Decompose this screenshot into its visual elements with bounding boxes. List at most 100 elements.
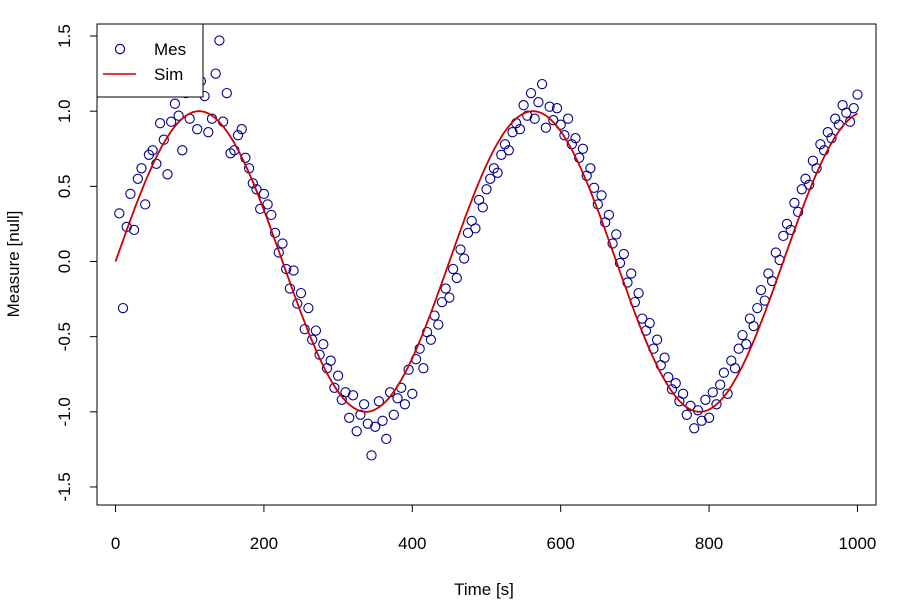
scatter-point [147, 145, 158, 156]
scatter-point [830, 113, 841, 124]
scatter-point [255, 203, 266, 215]
scatter-point [559, 130, 570, 141]
scatter-point [633, 287, 644, 299]
scatter-point [562, 113, 574, 124]
scatter-point [789, 197, 800, 209]
scatter-point [470, 223, 481, 234]
y-tick-label: -1.5 [55, 472, 74, 501]
scatter-point [140, 199, 151, 210]
scatter-point [344, 412, 355, 423]
scatter-point [707, 387, 718, 398]
scatter-point [225, 148, 236, 159]
x-tick-label: 0 [111, 534, 120, 553]
scatter-point [848, 103, 859, 114]
scatter-point [433, 319, 444, 330]
scatter-point [796, 184, 807, 195]
scatter-point [125, 188, 136, 200]
scatter-point [247, 178, 258, 189]
scatter-point [800, 173, 811, 184]
scatter-point [755, 284, 767, 296]
scatter-point [666, 384, 678, 395]
scatter-point [399, 399, 411, 410]
scatter-point [503, 145, 514, 156]
scatter-point [781, 218, 793, 230]
scatter-point [481, 184, 492, 195]
scatter-point [277, 238, 288, 249]
scatter-point [236, 124, 247, 135]
scatter-point [173, 110, 184, 121]
scatter-point [407, 388, 418, 399]
scatter-point [307, 334, 318, 345]
scatter-point [696, 415, 707, 426]
scatter-point [303, 302, 314, 314]
scatter-point [240, 152, 251, 163]
scatter-point [444, 292, 455, 303]
scatter-point [151, 158, 162, 169]
scatter-point [292, 298, 303, 309]
scatter-point [340, 387, 351, 398]
scatter-point [114, 208, 125, 219]
scatter-point [425, 334, 437, 345]
scatter-point [570, 133, 581, 144]
y-tick-label: -1.0 [55, 397, 74, 426]
scatter-point [232, 130, 244, 141]
scatter-point [651, 334, 663, 345]
scatter-point [329, 382, 340, 393]
scatter-point [477, 202, 488, 213]
scatter-point [611, 229, 622, 240]
scatter-point [414, 343, 425, 354]
scatter-point [525, 87, 537, 99]
legend-mes-label: Mes [154, 40, 186, 59]
scatter-point [533, 97, 544, 108]
scatter-point [492, 167, 503, 178]
sim-line-layer [114, 110, 858, 413]
scatter-point [529, 113, 540, 124]
scatter-point [722, 388, 733, 399]
scatter-point [221, 87, 232, 99]
x-tick-label: 1000 [839, 534, 877, 553]
scatter-point [514, 124, 526, 135]
scatter-point [266, 209, 277, 221]
scatter-point [347, 390, 359, 401]
scatter-point [418, 363, 429, 374]
scatter-point [536, 78, 548, 90]
scatter-point [310, 325, 322, 336]
scatter-point [544, 101, 555, 112]
scatter-point [362, 418, 373, 429]
y-tick-label: 0.0 [55, 250, 74, 274]
scatter-point [818, 145, 830, 156]
scatter-point [689, 423, 700, 434]
scatter-point [366, 450, 377, 461]
scatter-point [815, 139, 826, 150]
scatter-point [596, 190, 607, 201]
scatter-point [262, 199, 273, 210]
scatter-point [659, 352, 670, 363]
legend-box [96, 23, 204, 98]
scatter-point [251, 184, 262, 195]
x-tick-label: 600 [547, 534, 575, 553]
scatter-point [733, 343, 744, 354]
scatter-point [741, 339, 752, 350]
scatter-point [729, 363, 741, 374]
scatter-point [177, 145, 188, 156]
scatter-point [325, 355, 336, 366]
scatter-point [752, 302, 763, 314]
scatter-point [128, 224, 140, 236]
scatter-point [154, 118, 166, 129]
scatter-point [485, 173, 496, 184]
x-tick-label: 800 [695, 534, 723, 553]
scatter-point [644, 317, 655, 329]
scatter-point [626, 268, 637, 279]
scatter-point [614, 257, 626, 269]
scatter-point [447, 263, 459, 275]
scatter-point [518, 100, 529, 111]
scatter-point [700, 394, 711, 405]
scatter-point [351, 426, 362, 437]
scatter-point [507, 127, 518, 138]
scatter-point [381, 433, 392, 445]
legend: Mes Sim [96, 23, 204, 98]
scatter-point [852, 89, 863, 100]
scatter-point [677, 388, 689, 399]
scatter-point [618, 248, 629, 260]
